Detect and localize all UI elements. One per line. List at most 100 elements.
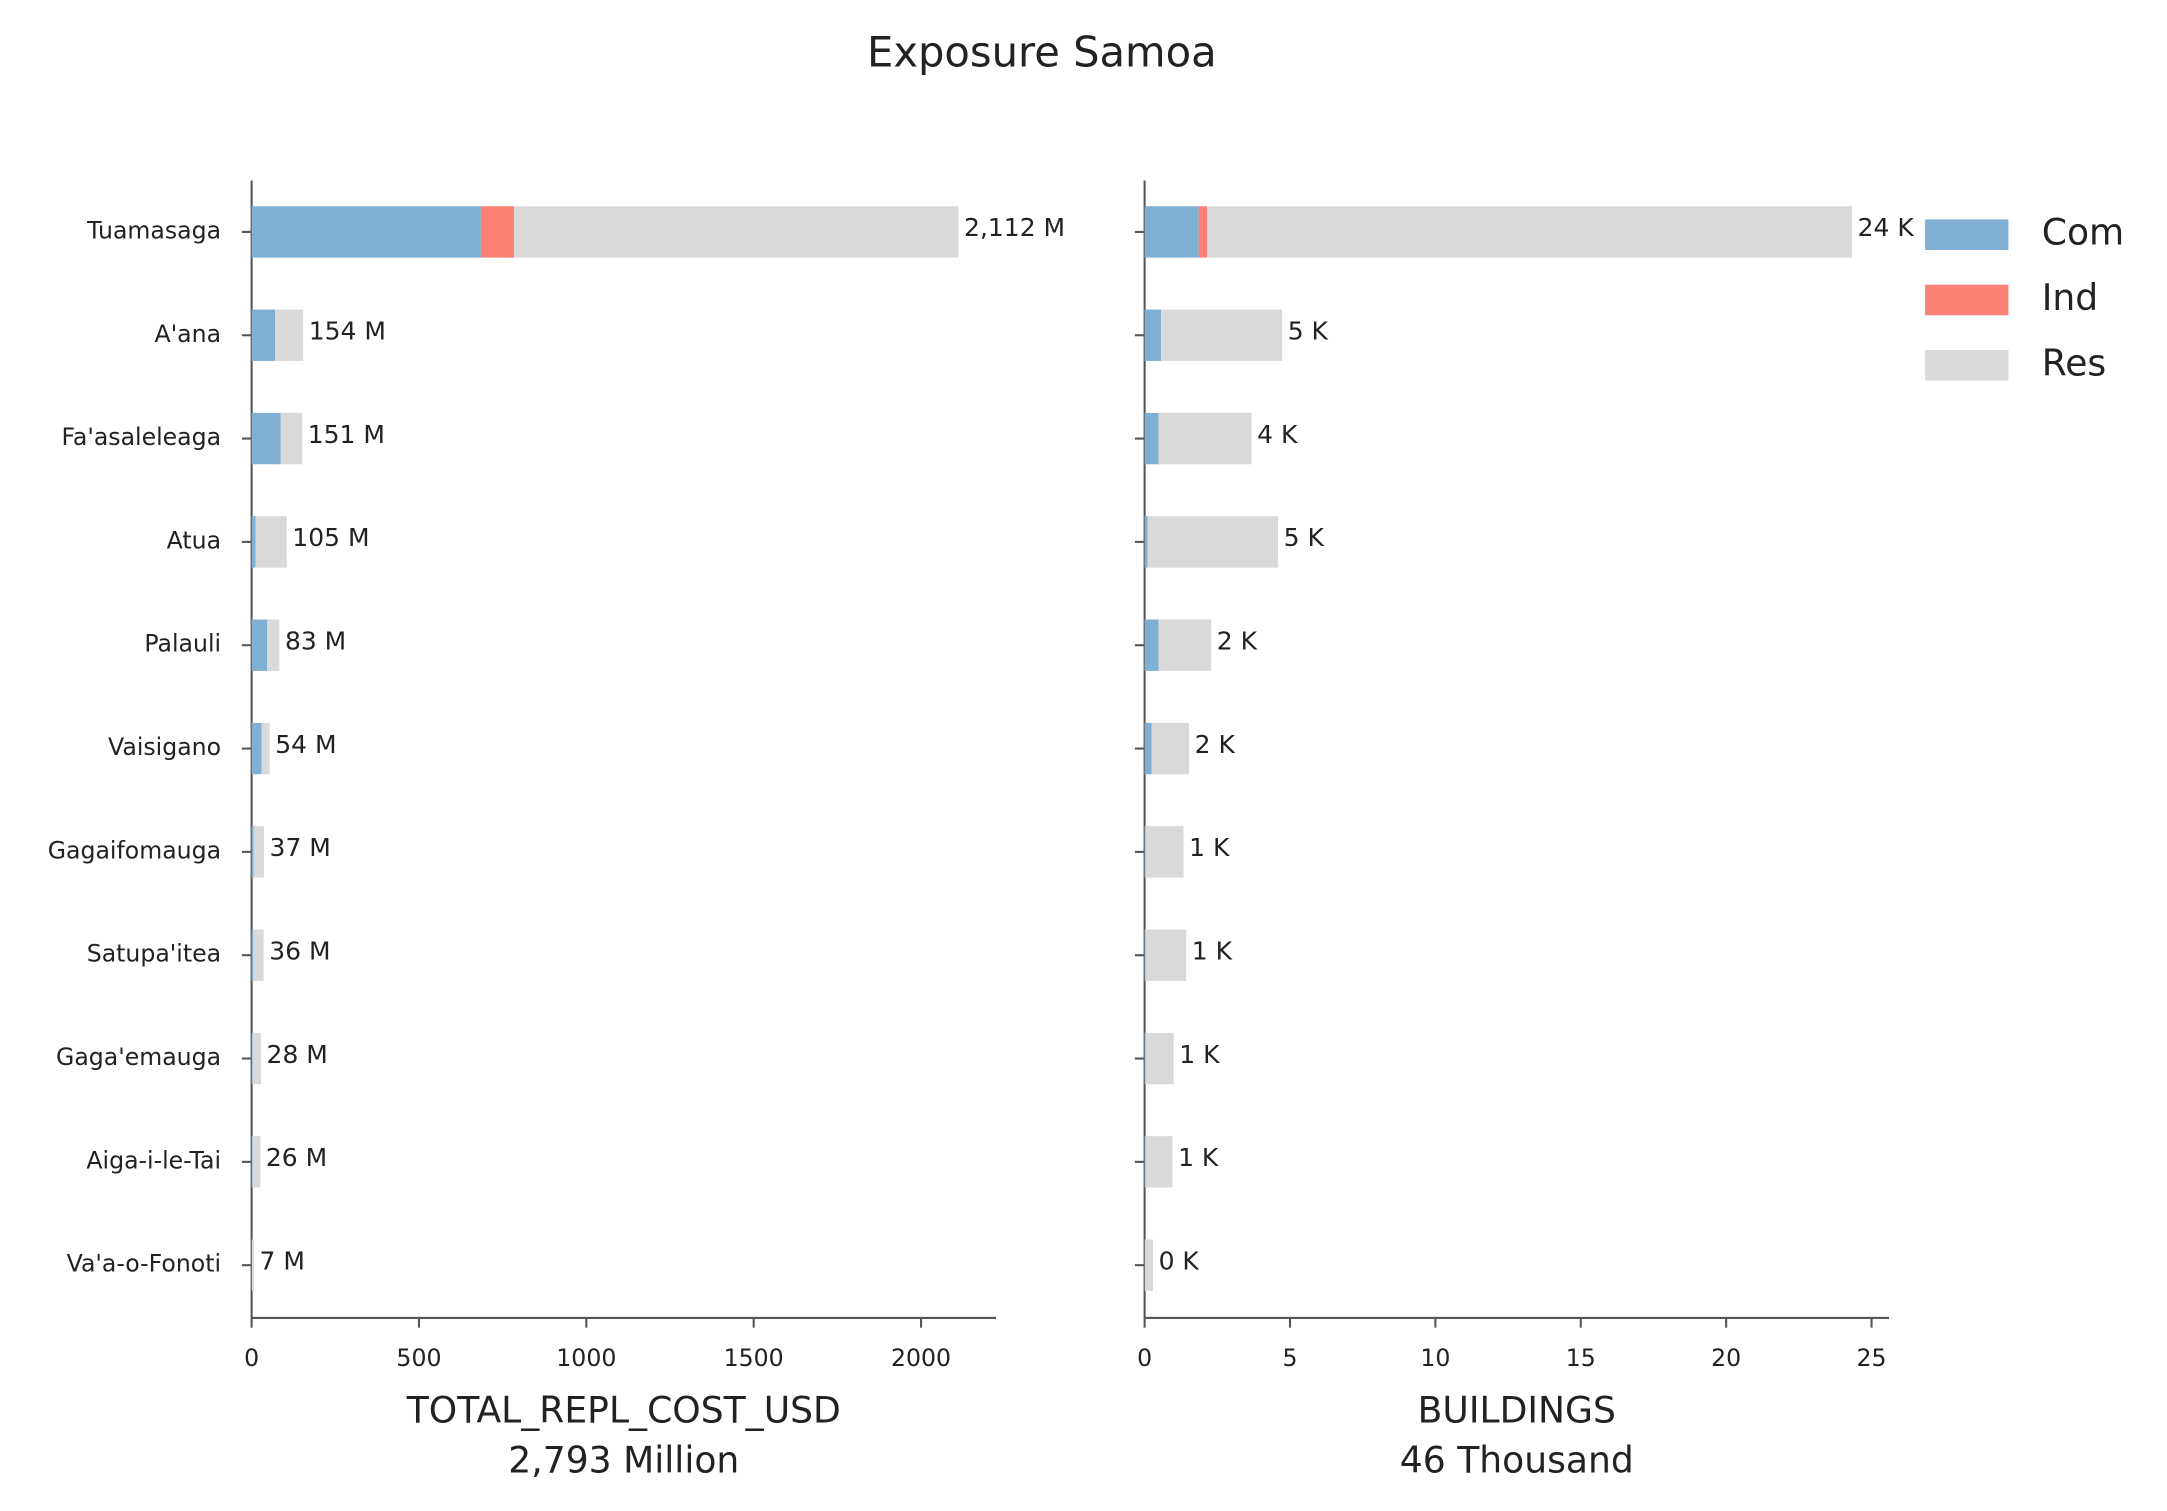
bar-segment	[1144, 1239, 1154, 1291]
x-tick-label: 5	[1282, 1344, 1297, 1372]
bar-segment	[1161, 309, 1283, 361]
bar-segment	[1144, 206, 1199, 258]
total-label: 151 M	[308, 420, 385, 449]
total-label: 1 K	[1189, 833, 1230, 862]
total-label: 54 M	[275, 730, 336, 759]
x-tick-label: 0	[1137, 1344, 1152, 1372]
y-tick-label: Va'a-o-Fonoti	[67, 1250, 221, 1278]
bar-segment	[1151, 722, 1190, 775]
bar-segment	[1145, 1032, 1174, 1085]
total-label: 83 M	[285, 626, 346, 655]
x-tick-label: 2000	[891, 1344, 951, 1372]
legend-swatch	[1925, 349, 2009, 381]
total-label: 24 K	[1858, 213, 1915, 242]
bar-segment	[1144, 722, 1152, 775]
bar-segment	[251, 722, 262, 775]
bar-segment	[1158, 412, 1252, 465]
y-tick-label: Vaisigano	[108, 733, 221, 761]
bar-segment	[1144, 826, 1146, 878]
bar-segment	[251, 929, 254, 981]
total-label: 4 K	[1257, 420, 1298, 449]
total-label: 26 M	[266, 1143, 327, 1172]
y-tick-label: Tuamasaga	[86, 216, 221, 244]
x-tick-label: 0	[244, 1344, 259, 1372]
y-tick-label: A'ana	[155, 320, 222, 348]
bar-segment	[251, 309, 276, 361]
bar-segment	[1144, 619, 1159, 671]
x-tick-label: 20	[1711, 1344, 1741, 1372]
bar-segment	[1144, 1032, 1146, 1085]
legend-label: Res	[2042, 341, 2106, 384]
bar-segment	[1144, 929, 1146, 981]
total-label: 2,112 M	[964, 213, 1065, 242]
x-axis-sublabel: 46 Thousand	[1400, 1438, 1634, 1481]
bar-segment	[251, 619, 268, 671]
bar-segment	[1145, 1136, 1173, 1188]
bar-segment	[1158, 619, 1212, 671]
x-tick-label: 1000	[556, 1344, 616, 1372]
bar-segment	[1144, 412, 1159, 465]
x-tick-label: 500	[396, 1344, 441, 1372]
bar-segment	[275, 309, 304, 361]
y-tick-label: Gagaifomauga	[48, 836, 221, 864]
x-axis-label: TOTAL_REPL_COST_USD	[406, 1388, 841, 1431]
bar-segment	[251, 1032, 253, 1085]
bar-segment	[251, 516, 256, 568]
x-tick-label: 10	[1420, 1344, 1450, 1372]
total-label: 28 M	[267, 1040, 328, 1069]
x-tick-label: 15	[1566, 1344, 1596, 1372]
legend-swatch	[1925, 219, 2009, 250]
total-label: 154 M	[309, 316, 386, 345]
total-label: 1 K	[1178, 1143, 1219, 1172]
x-axis-sublabel: 2,793 Million	[508, 1438, 739, 1481]
total-label: 105 M	[292, 523, 369, 552]
bar-segment	[1145, 826, 1184, 878]
total-label: 5 K	[1288, 316, 1329, 345]
bar-segment	[480, 206, 515, 258]
bar-segment	[1144, 1136, 1146, 1188]
x-axis-label: BUILDINGS	[1418, 1388, 1616, 1431]
total-label: 1 K	[1192, 936, 1233, 965]
bar-segment	[251, 412, 281, 465]
bar-segment	[251, 826, 254, 878]
bar-segment	[252, 1136, 261, 1188]
total-label: 5 K	[1284, 523, 1325, 552]
bar-segment	[253, 929, 264, 981]
bar-segment	[1144, 516, 1148, 568]
bar-segment	[251, 1136, 253, 1188]
x-tick-label: 25	[1857, 1344, 1887, 1372]
bar-segment	[514, 206, 959, 258]
bar-segment	[253, 826, 265, 878]
legend-label: Com	[2042, 211, 2124, 254]
y-tick-label: Fa'asaleleaga	[61, 423, 221, 451]
total-label: 2 K	[1195, 730, 1236, 759]
bar-segment	[1144, 309, 1162, 361]
bar-segment	[1198, 206, 1208, 258]
bar-segment	[280, 412, 303, 465]
total-label: 0 K	[1159, 1246, 1200, 1275]
chart-title: Exposure Samoa	[867, 28, 1217, 77]
bar-segment	[1147, 516, 1279, 568]
y-tick-label: Satupa'itea	[87, 940, 221, 968]
y-tick-label: Gaga'emauga	[56, 1043, 221, 1071]
bar-segment	[1145, 929, 1187, 981]
bar-segment	[251, 206, 481, 258]
total-label: 2 K	[1217, 626, 1258, 655]
bar-segment	[267, 619, 280, 671]
total-label: 1 K	[1179, 1040, 1220, 1069]
y-tick-label: Palauli	[144, 630, 221, 658]
bar-segment	[251, 1239, 254, 1291]
bar-segment	[1207, 206, 1853, 258]
legend-swatch	[1925, 284, 2009, 316]
y-tick-label: Aiga-i-le-Tai	[86, 1146, 221, 1174]
x-tick-label: 1500	[724, 1344, 784, 1372]
legend-label: Ind	[2042, 276, 2098, 319]
y-tick-label: Atua	[167, 526, 221, 554]
bar-segment	[261, 722, 270, 775]
bar-segment	[252, 1032, 261, 1085]
total-label: 37 M	[270, 833, 331, 862]
total-label: 36 M	[269, 936, 330, 965]
total-label: 7 M	[260, 1246, 305, 1275]
